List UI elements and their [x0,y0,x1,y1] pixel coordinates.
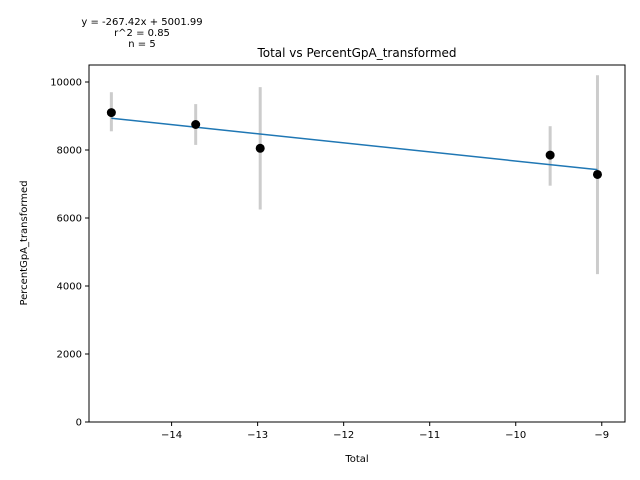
annotations: y = -267.42x + 5001.99 r^2 = 0.85 n = 5 [81,17,202,50]
y-tick-label-4: 8000 [57,146,82,157]
data-point-3 [545,150,555,160]
plot-area [106,75,602,275]
n-annotation: n = 5 [128,39,155,50]
data-point-4 [592,169,602,179]
x-tick-label-2: −12 [333,430,354,441]
x-tick-label-4: −10 [505,430,526,441]
equation-annotation: y = -267.42x + 5001.99 [81,17,202,28]
y-axis: 0 2000 4000 6000 8000 10000 [50,78,89,429]
data-point-2 [255,143,265,153]
x-tick-label-5: −9 [594,430,609,441]
x-axis-label: Total [344,454,368,465]
chart-title: Total vs PercentGpA_transformed [256,46,456,60]
x-tick-label-3: −11 [419,430,440,441]
fit-line [111,117,598,171]
x-tick-label-0: −14 [161,430,182,441]
y-tick-label-2: 4000 [57,282,82,293]
y-tick-label-1: 2000 [57,350,82,361]
x-axis: −14 −13 −12 −11 −10 −9 [161,422,609,441]
y-tick-label-3: 6000 [57,214,82,225]
data-point-1 [191,120,201,129]
r-squared-annotation: r^2 = 0.85 [114,28,170,39]
y-tick-label-5: 10000 [50,78,82,89]
plot-frame [88,64,626,423]
y-tick-label-0: 0 [76,418,82,429]
data-point-0 [106,108,116,118]
x-tick-label-1: −13 [247,430,268,441]
y-axis-label: PercentGpA_transformed [19,180,30,305]
